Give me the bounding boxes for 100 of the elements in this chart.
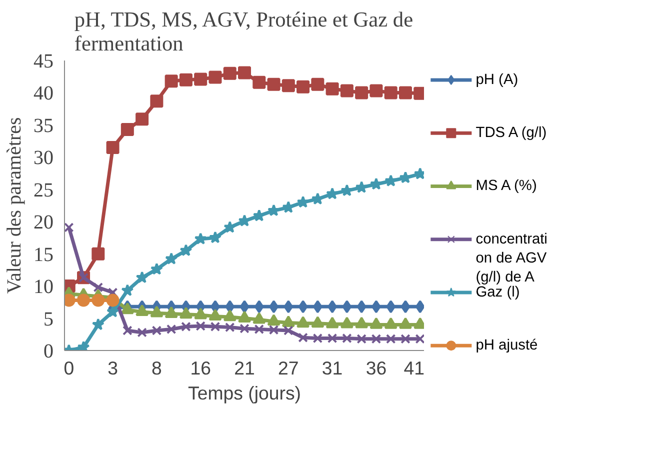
point — [340, 84, 354, 98]
point — [136, 271, 148, 284]
point — [282, 315, 295, 327]
x-tick-label: 0 — [64, 358, 74, 378]
point — [179, 307, 192, 319]
point — [355, 316, 368, 328]
point — [181, 322, 191, 332]
x-tick-label: 21 — [234, 358, 255, 378]
point — [372, 300, 381, 314]
point — [166, 324, 176, 334]
point — [179, 73, 192, 86]
point — [254, 324, 264, 334]
point — [120, 122, 134, 136]
point — [164, 306, 178, 318]
point — [311, 316, 324, 328]
point — [92, 247, 105, 260]
point — [356, 334, 366, 344]
point — [240, 324, 250, 334]
point — [326, 316, 339, 328]
point — [384, 86, 398, 100]
point — [400, 300, 410, 314]
point — [210, 300, 220, 314]
point — [240, 300, 250, 314]
point — [223, 66, 236, 80]
point — [342, 300, 352, 314]
y-tick-label: 15 — [34, 244, 54, 266]
x-tick-label: 27 — [278, 358, 299, 378]
point — [267, 314, 280, 326]
legend-label: Gaz (l) — [476, 284, 520, 300]
y-tick-label: 0 — [44, 340, 54, 362]
point — [77, 294, 90, 307]
x-tick-label: 16 — [190, 358, 211, 378]
point — [386, 300, 396, 314]
x-tick-label: 3 — [108, 358, 118, 378]
y-tick-label: 30 — [34, 147, 54, 170]
point — [137, 328, 147, 338]
y-tick-label: 40 — [34, 82, 54, 105]
point — [326, 82, 339, 96]
point — [328, 300, 337, 314]
legend-label: MS A (%) — [476, 178, 537, 194]
y-tick-label: 45 — [34, 50, 54, 72]
point — [340, 316, 354, 328]
point — [150, 306, 164, 318]
point — [93, 282, 104, 292]
point — [194, 308, 208, 320]
point — [371, 334, 382, 344]
chart-title: pH, TDS, MS, AGV, Protéine et Gaz de fermentation — [74, 8, 414, 56]
point — [355, 180, 368, 193]
point — [326, 187, 339, 200]
point — [284, 326, 294, 336]
point — [298, 332, 308, 342]
point — [165, 252, 178, 264]
point — [224, 220, 236, 233]
point — [327, 333, 338, 344]
point — [370, 84, 383, 98]
point — [121, 284, 134, 296]
point — [370, 317, 383, 329]
point — [194, 72, 208, 86]
point — [311, 78, 324, 91]
point — [267, 78, 280, 91]
point — [252, 312, 266, 324]
point — [254, 300, 264, 314]
point — [136, 112, 149, 126]
legend-label: pH ajusté — [476, 338, 538, 354]
point — [136, 304, 149, 316]
point — [342, 333, 352, 344]
point — [313, 300, 322, 314]
point — [152, 326, 162, 336]
point — [398, 317, 412, 329]
legend-label: concentration de AGV (g/l) de A — [476, 231, 548, 286]
point — [384, 317, 398, 329]
point — [400, 334, 410, 344]
y-tick-label: 10 — [34, 276, 54, 298]
point — [238, 310, 251, 322]
x-tick-label: 8 — [152, 358, 162, 378]
y-tick-label: 20 — [34, 212, 54, 234]
x-tick-label: 31 — [322, 358, 343, 378]
point — [252, 76, 266, 89]
point — [296, 316, 310, 328]
point — [415, 334, 424, 344]
point — [106, 141, 120, 154]
x-tick-label: 41 — [404, 358, 425, 378]
y-axis-title: Valeur des paramètres — [4, 116, 26, 294]
x-axis-title: Temps (jours) — [188, 382, 302, 404]
point — [355, 86, 368, 100]
point — [150, 94, 164, 108]
point — [298, 300, 308, 314]
point — [150, 262, 163, 275]
point — [223, 310, 236, 322]
point — [108, 288, 118, 298]
point — [208, 308, 222, 321]
x-tick-label: 36 — [366, 358, 387, 378]
point — [384, 174, 398, 186]
point — [164, 74, 178, 88]
point — [312, 333, 323, 344]
point — [238, 66, 251, 80]
point — [356, 300, 366, 314]
legend-label: pH (A) — [476, 72, 518, 88]
point — [224, 322, 235, 332]
legend-label: TDS A (g/l) — [476, 125, 547, 142]
